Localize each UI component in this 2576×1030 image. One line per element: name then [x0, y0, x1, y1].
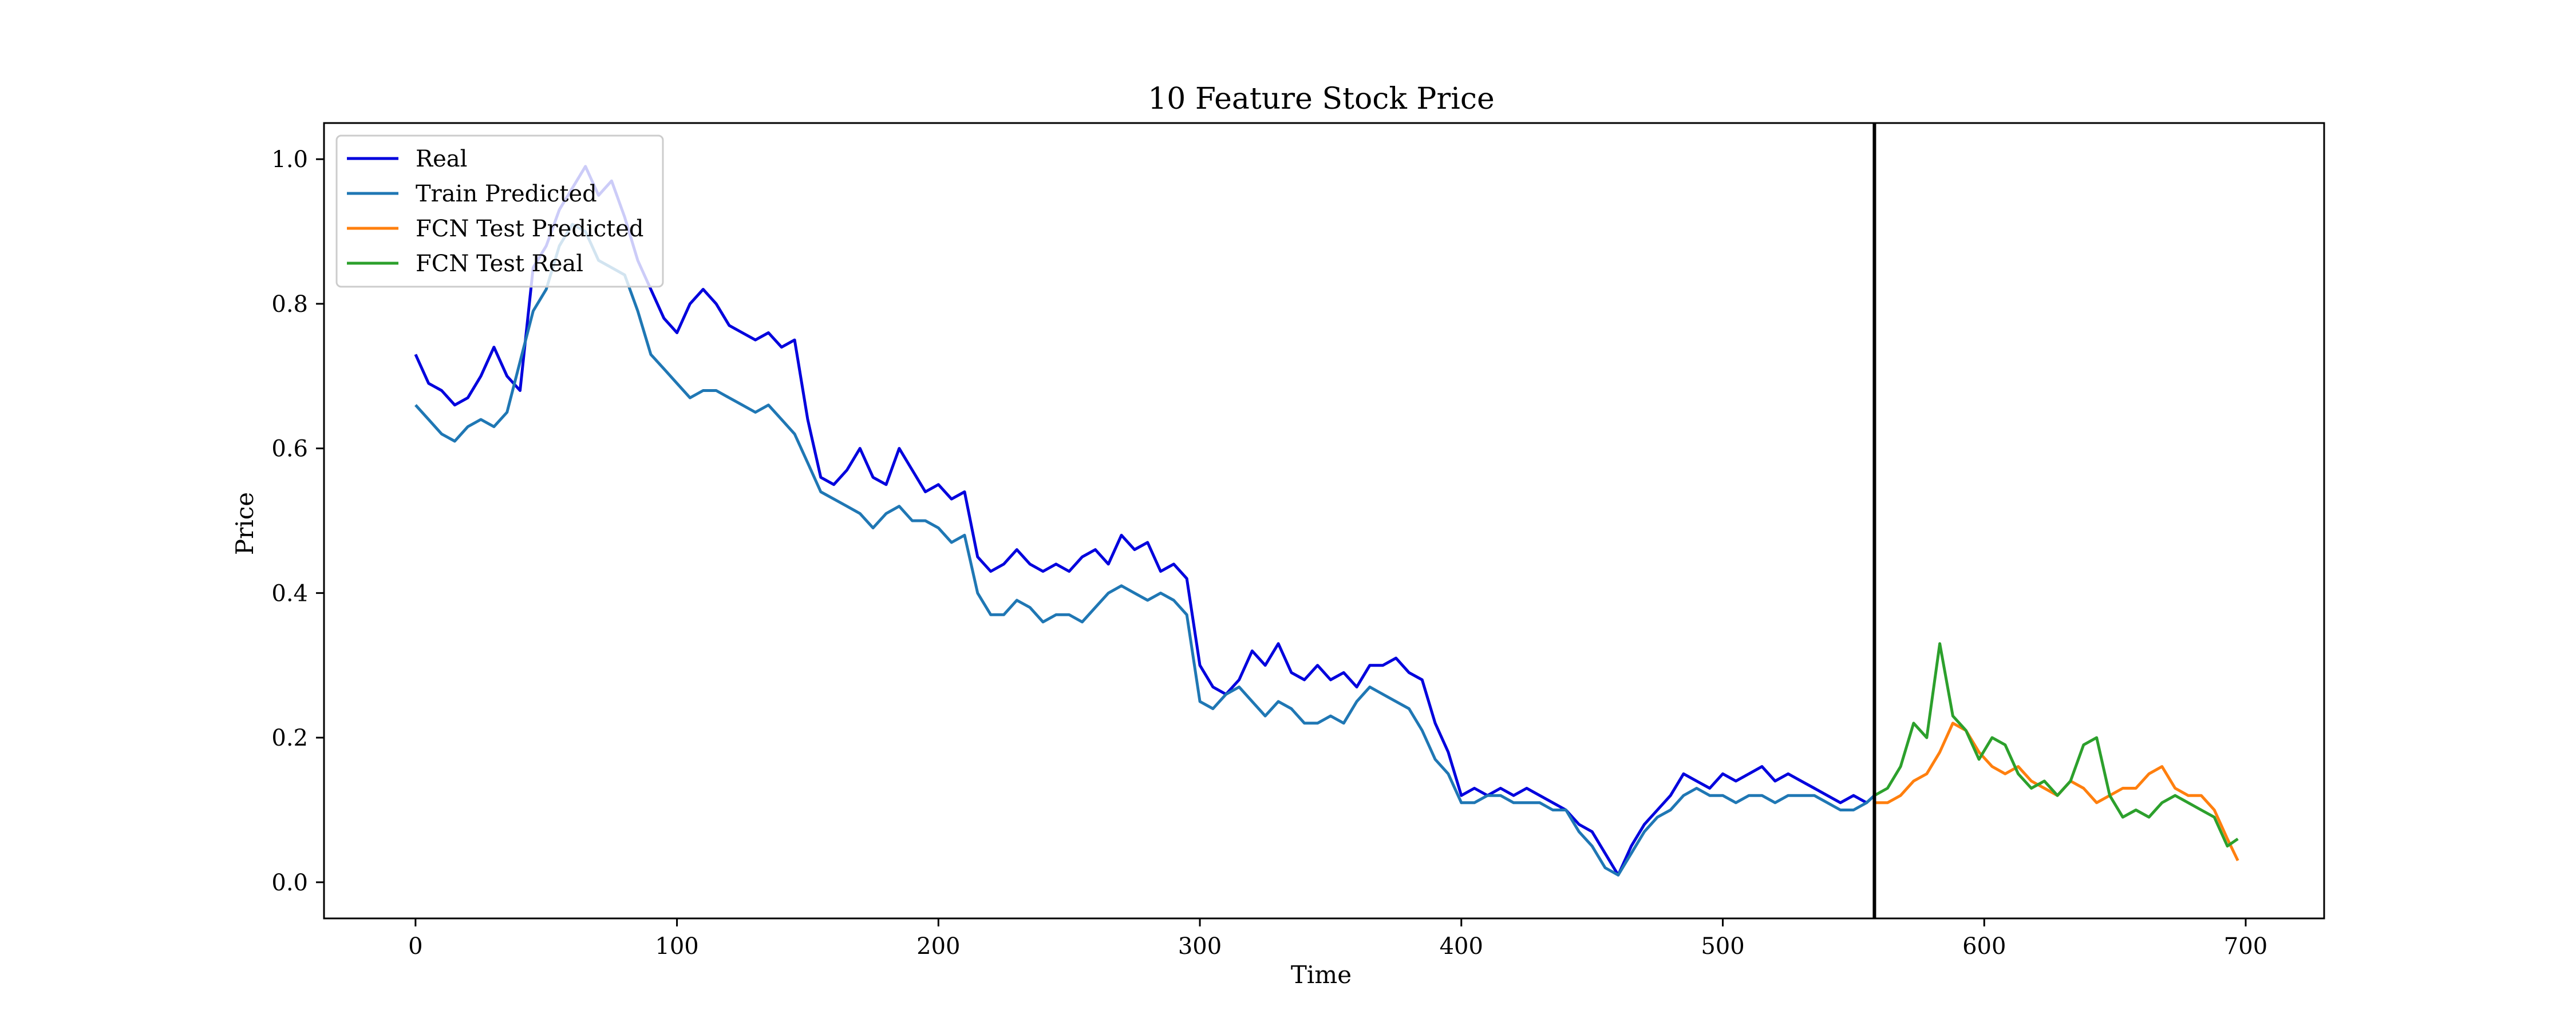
series-layer	[414, 165, 2239, 877]
y-tick-label: 0.0	[271, 870, 308, 896]
x-tick-label: 300	[1178, 933, 1222, 960]
x-tick-label: 700	[2224, 933, 2267, 960]
x-axis-label: Time	[1291, 961, 1352, 989]
legend: Real Train Predicted FCN Test Predicted FCN…	[335, 134, 664, 288]
x-tick-label: 500	[1701, 933, 1744, 960]
x-tick-label: 600	[1962, 933, 2006, 960]
x-tick-label: 0	[408, 933, 422, 960]
plot-frame	[323, 122, 2325, 920]
y-tick-label: 0.6	[271, 436, 308, 462]
series-line-test-real	[1874, 642, 2239, 848]
x-tick-label: 100	[655, 933, 698, 960]
legend-box	[335, 134, 664, 288]
series-line-train-predicted	[414, 223, 1876, 877]
legend-label: FCN Test Real	[416, 251, 583, 277]
y-tick-label: 1.0	[271, 146, 308, 173]
x-tick-label: 400	[1440, 933, 1483, 960]
x-axis-ticks: 0 100 200 300 400 500 600 700	[408, 918, 2267, 960]
chart-title: 10 Feature Stock Price	[1148, 82, 1495, 116]
y-tick-label: 0.2	[271, 725, 308, 751]
y-axis-ticks: 0.0 0.2 0.4 0.6 0.8 1.0	[271, 146, 324, 896]
y-tick-label: 0.8	[271, 291, 308, 318]
legend-label: FCN Test Predicted	[416, 216, 644, 242]
legend-label: Real	[416, 146, 467, 172]
series-line-real	[414, 165, 1876, 877]
y-axis-label: Price	[231, 492, 259, 555]
x-tick-label: 200	[916, 933, 960, 960]
y-tick-label: 0.4	[271, 580, 308, 607]
legend-label: Train Predicted	[416, 181, 597, 207]
